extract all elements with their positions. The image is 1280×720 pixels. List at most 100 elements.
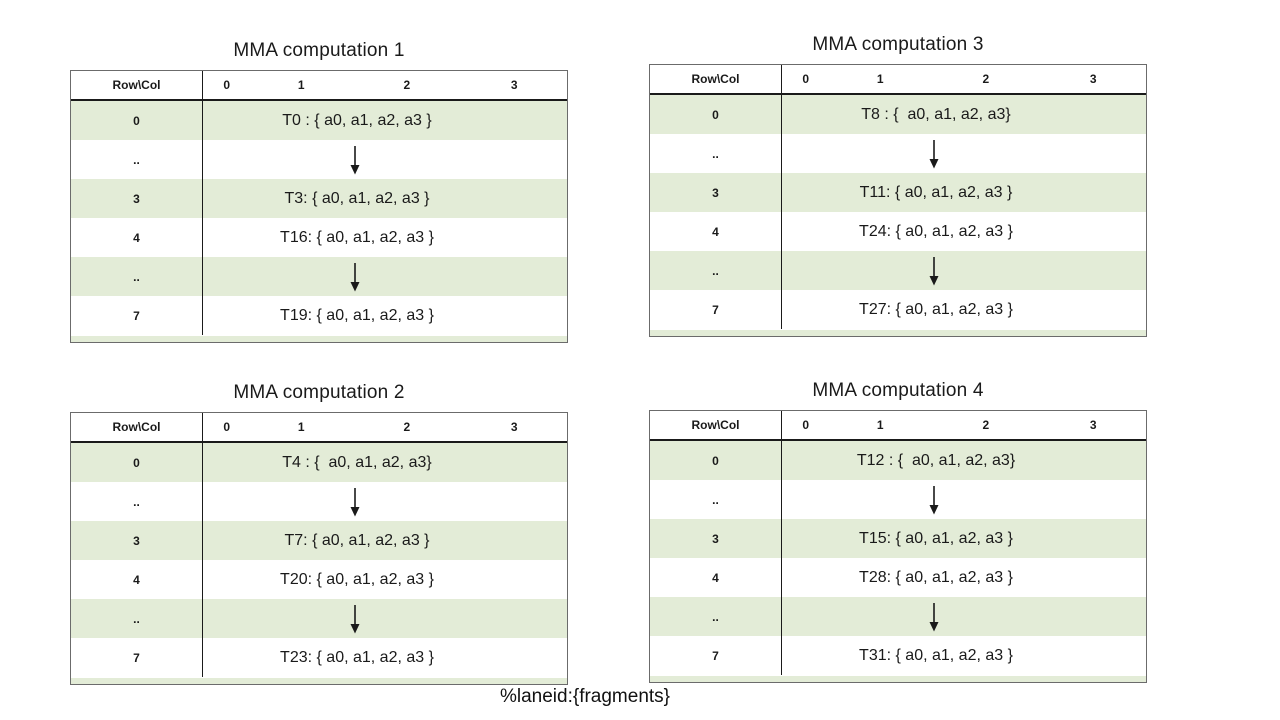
fragment-cell: T11: { a0, a1, a2, a3 } bbox=[859, 183, 1013, 201]
table-row: .. bbox=[650, 251, 1146, 290]
col-header-0: 0 bbox=[223, 78, 230, 92]
arrow-cell bbox=[782, 251, 1146, 290]
col-header-0: 0 bbox=[223, 420, 230, 434]
table-row: 4 T24: { a0, a1, a2, a3 } bbox=[650, 212, 1146, 251]
table-row: 4 T28: { a0, a1, a2, a3 } bbox=[650, 558, 1146, 597]
column-headers: 0 1 2 3 bbox=[203, 413, 567, 441]
row-label: 0 bbox=[650, 95, 782, 134]
arrow-cell bbox=[203, 140, 567, 179]
col-header-3: 3 bbox=[1089, 72, 1097, 86]
row-label: .. bbox=[650, 134, 782, 173]
laneid-fragments-caption: %laneid:{fragments} bbox=[499, 686, 671, 707]
fragment-cell: T20: { a0, a1, a2, a3 } bbox=[280, 570, 434, 588]
table-row: .. bbox=[71, 482, 567, 521]
table-row: 7 T31: { a0, a1, a2, a3 } bbox=[650, 636, 1146, 675]
table-row: 4 T16: { a0, a1, a2, a3 } bbox=[71, 218, 567, 257]
table-row: 3 T3: { a0, a1, a2, a3 } bbox=[71, 179, 567, 218]
table-title: MMA computation 3 bbox=[812, 34, 984, 55]
table-row: 4 T20: { a0, a1, a2, a3 } bbox=[71, 560, 567, 599]
table-row: .. bbox=[650, 597, 1146, 636]
mma-table-2: Row\Col 0 1 2 3 0 T4 : { a0, a1, a2, a3}… bbox=[70, 412, 568, 685]
down-arrow-icon bbox=[350, 262, 360, 291]
partial-row-strip bbox=[71, 677, 567, 684]
arrow-cell bbox=[203, 257, 567, 296]
fragment-cell: T0 : { a0, a1, a2, a3 } bbox=[282, 111, 432, 129]
col-header-0: 0 bbox=[802, 72, 809, 86]
fragment-cell: T12 : { a0, a1, a2, a3} bbox=[856, 451, 1016, 469]
row-label: 4 bbox=[650, 558, 782, 597]
table-header-row: Row\Col 0 1 2 3 bbox=[650, 65, 1146, 95]
row-label: 0 bbox=[71, 101, 203, 140]
row-label: 7 bbox=[650, 290, 782, 329]
table-header-row: Row\Col 0 1 2 3 bbox=[71, 413, 567, 443]
down-arrow-icon bbox=[350, 487, 360, 516]
row-label: .. bbox=[71, 599, 203, 638]
fragment-cell: T16: { a0, a1, a2, a3 } bbox=[280, 228, 434, 246]
table-row: 3 T7: { a0, a1, a2, a3 } bbox=[71, 521, 567, 560]
table-row: 7 T27: { a0, a1, a2, a3 } bbox=[650, 290, 1146, 329]
fragment-cell: T4 : { a0, a1, a2, a3} bbox=[282, 453, 432, 471]
col-header-1: 1 bbox=[297, 420, 305, 434]
down-arrow-icon bbox=[929, 256, 939, 285]
mma-computation-2-panel: MMA computation 2 Row\Col 0 1 2 3 0 T4 :… bbox=[70, 378, 568, 685]
fragment-cell: T3: { a0, a1, a2, a3 } bbox=[284, 189, 430, 207]
fragment-cell: T24: { a0, a1, a2, a3 } bbox=[859, 222, 1013, 240]
table-title: MMA computation 1 bbox=[233, 40, 405, 61]
table-title: MMA computation 4 bbox=[812, 380, 984, 401]
table-title: MMA computation 2 bbox=[233, 382, 405, 403]
col-header-3: 3 bbox=[510, 420, 518, 434]
col-header-2: 2 bbox=[982, 418, 990, 432]
table-row: .. bbox=[71, 257, 567, 296]
partial-row-strip bbox=[71, 335, 567, 342]
row-label: .. bbox=[71, 257, 203, 296]
mma-computation-1-panel: MMA computation 1 Row\Col 0 1 2 3 0 T0 :… bbox=[70, 36, 568, 343]
fragment-cell: T31: { a0, a1, a2, a3 } bbox=[859, 646, 1013, 664]
arrow-cell bbox=[782, 480, 1146, 519]
col-header-3: 3 bbox=[510, 78, 518, 92]
table-row: 3 T11: { a0, a1, a2, a3 } bbox=[650, 173, 1146, 212]
table-row: 0 T8 : { a0, a1, a2, a3} bbox=[650, 95, 1146, 134]
col-header-2: 2 bbox=[982, 72, 990, 86]
mma-computation-3-panel: MMA computation 3 Row\Col 0 1 2 3 0 T8 :… bbox=[649, 30, 1147, 337]
table-row: .. bbox=[71, 140, 567, 179]
col-header-1: 1 bbox=[297, 78, 305, 92]
row-label: .. bbox=[71, 140, 203, 179]
partial-row-strip bbox=[650, 329, 1146, 336]
fragment-cell: T15: { a0, a1, a2, a3 } bbox=[859, 529, 1013, 547]
down-arrow-icon bbox=[350, 604, 360, 633]
mma-table-1: Row\Col 0 1 2 3 0 T0 : { a0, a1, a2, a3 … bbox=[70, 70, 568, 343]
row-label: 4 bbox=[71, 560, 203, 599]
table-row: .. bbox=[71, 599, 567, 638]
arrow-cell bbox=[782, 597, 1146, 636]
mma-table-4: Row\Col 0 1 2 3 0 T12 : { a0, a1, a2, a3… bbox=[649, 410, 1147, 683]
mma-table-3: Row\Col 0 1 2 3 0 T8 : { a0, a1, a2, a3}… bbox=[649, 64, 1147, 337]
fragment-cell: T23: { a0, a1, a2, a3 } bbox=[280, 648, 434, 666]
row-label: 3 bbox=[71, 179, 203, 218]
mma-computation-4-panel: MMA computation 4 Row\Col 0 1 2 3 0 T12 … bbox=[649, 376, 1147, 683]
column-headers: 0 1 2 3 bbox=[782, 65, 1146, 93]
row-label: 0 bbox=[71, 443, 203, 482]
col-header-1: 1 bbox=[876, 418, 884, 432]
row-label: 3 bbox=[71, 521, 203, 560]
col-header-2: 2 bbox=[403, 78, 411, 92]
table-row: .. bbox=[650, 134, 1146, 173]
row-label: 4 bbox=[71, 218, 203, 257]
arrow-cell bbox=[203, 482, 567, 521]
fragment-cell: T19: { a0, a1, a2, a3 } bbox=[280, 306, 434, 324]
row-label: 3 bbox=[650, 173, 782, 212]
table-row: 0 T12 : { a0, a1, a2, a3} bbox=[650, 441, 1146, 480]
row-label: 7 bbox=[71, 296, 203, 335]
table-header-row: Row\Col 0 1 2 3 bbox=[71, 71, 567, 101]
down-arrow-icon bbox=[350, 145, 360, 174]
row-label: 7 bbox=[71, 638, 203, 677]
row-label: .. bbox=[650, 597, 782, 636]
column-headers: 0 1 2 3 bbox=[782, 411, 1146, 439]
corner-header: Row\Col bbox=[650, 65, 782, 93]
table-row: 7 T23: { a0, a1, a2, a3 } bbox=[71, 638, 567, 677]
fragment-cell: T8 : { a0, a1, a2, a3} bbox=[861, 105, 1011, 123]
row-label: .. bbox=[650, 480, 782, 519]
table-row: 3 T15: { a0, a1, a2, a3 } bbox=[650, 519, 1146, 558]
row-label: 4 bbox=[650, 212, 782, 251]
down-arrow-icon bbox=[929, 485, 939, 514]
table-row: 0 T0 : { a0, a1, a2, a3 } bbox=[71, 101, 567, 140]
